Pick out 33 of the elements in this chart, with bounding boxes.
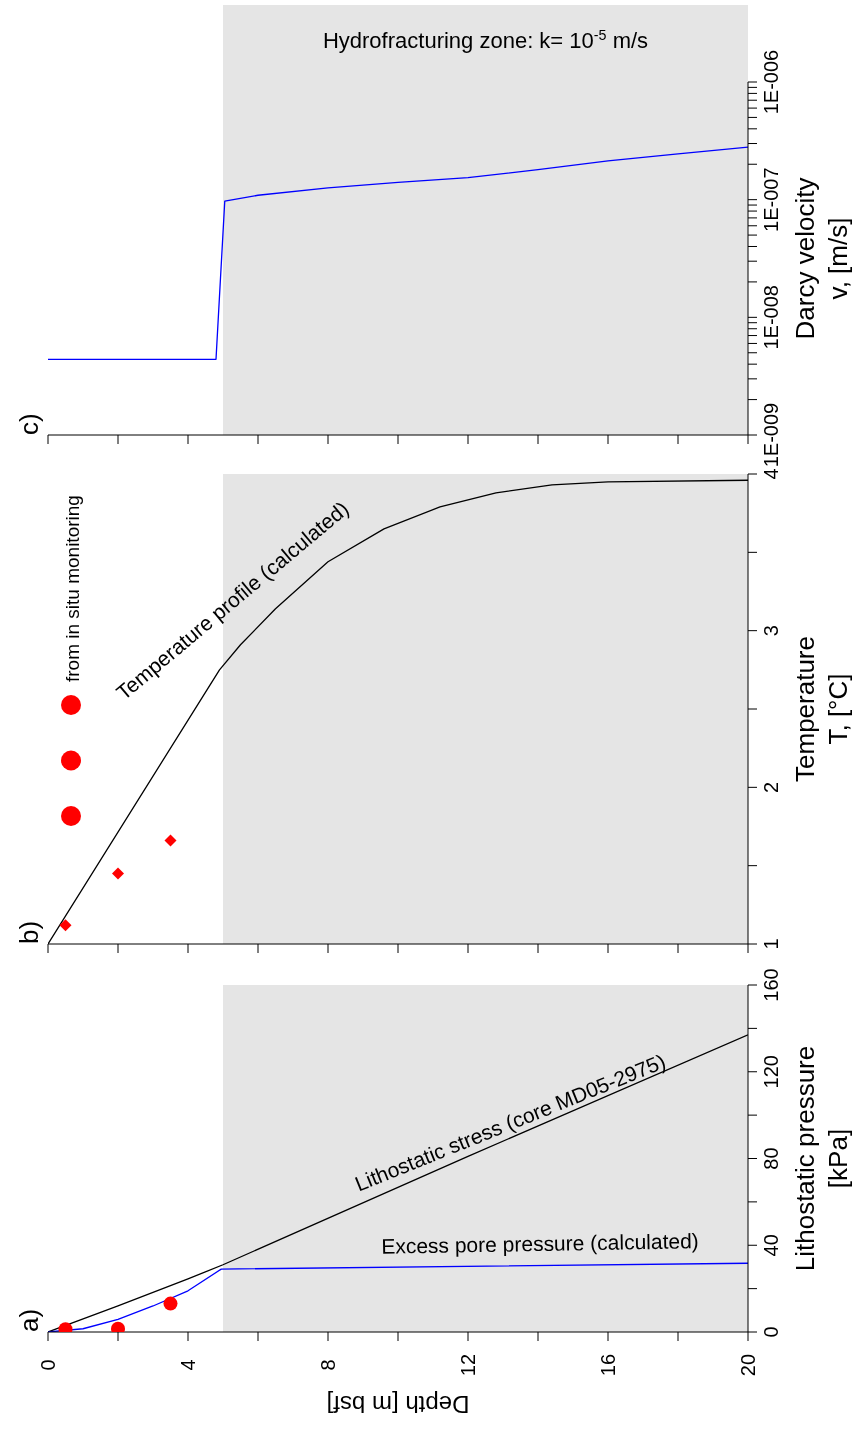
x-tick-label: 4 xyxy=(177,1359,199,1371)
y-tick-label: 1E-008 xyxy=(760,285,782,350)
text: c) xyxy=(14,413,44,435)
band-label: Hydrofracturing zone: k= 10$^{-5}$ m/s xyxy=(322,27,649,53)
text: b) xyxy=(14,920,44,944)
series-label: Excess pore pressure (calculated) xyxy=(381,1228,699,1258)
y-tick-label: 2 xyxy=(760,781,782,793)
y-tick-label: 160 xyxy=(760,968,782,1002)
y-tick-label: 3 xyxy=(760,625,782,637)
y-tick-label: 1E-009 xyxy=(760,402,782,468)
text: a) xyxy=(14,1308,44,1332)
y-tick-label: 40 xyxy=(760,1234,782,1257)
y-axis-title: Temperature T, [°C] xyxy=(790,636,853,782)
y-axis-title: Lithostatic pressure [kPa] xyxy=(790,1045,853,1272)
x-tick-label: 20 xyxy=(737,1353,759,1377)
point xyxy=(112,867,124,880)
x-tick-label: 0 xyxy=(37,1359,59,1371)
x-tick-label: 8 xyxy=(317,1359,339,1371)
y-tick-label: 1E-007 xyxy=(760,167,782,232)
line-series xyxy=(48,146,748,360)
x-tick-label: 12 xyxy=(457,1353,479,1377)
point xyxy=(59,919,72,932)
y-tick-label: 4 xyxy=(760,468,782,480)
y-tick-label: 1 xyxy=(760,938,782,950)
y-tick-label: 1E-006 xyxy=(760,49,782,115)
x-tick-label: 16 xyxy=(597,1353,619,1377)
y-tick-label: 80 xyxy=(760,1147,782,1170)
y-axis-title: Darcy velocity v, [m/s] xyxy=(790,177,853,340)
y-tick-label: 120 xyxy=(760,1055,782,1089)
annotation: from in situ monitoring xyxy=(62,495,83,682)
y-tick-label: 0 xyxy=(760,1326,782,1338)
x-axis-title: Depth [m bsf] xyxy=(326,1391,470,1419)
point xyxy=(164,834,177,847)
